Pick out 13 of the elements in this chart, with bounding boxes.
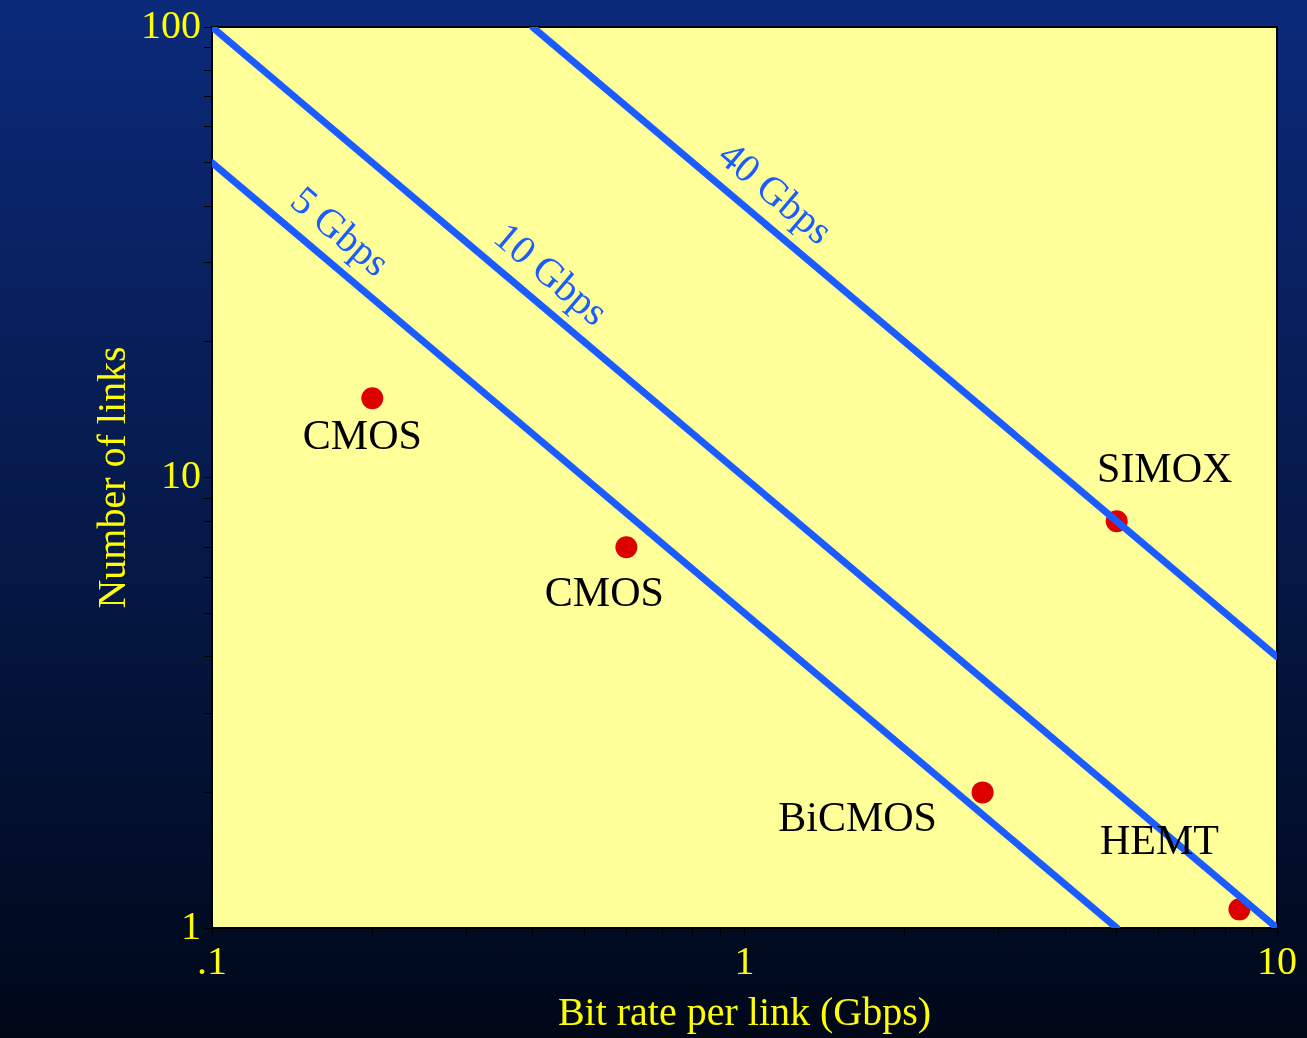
annotation: SIMOX [1097,445,1233,492]
x-tick-label: 10 [1257,937,1297,983]
text: 10 Gbps [485,213,618,335]
text: 5 Gbps [282,176,399,285]
x-tick-label: 1 [734,937,755,983]
y-axis-title: Number of links [88,346,134,609]
annotation: CMOS [544,569,664,616]
text: 40 Gbps [710,131,842,253]
annotation: BiCMOS [778,794,937,841]
annotation: CMOS [302,412,422,459]
x-axis-title: Bit rate per link (Gbps) [557,988,932,1034]
y-tick-label: 10 [161,452,201,497]
y-tick-label: 100 [141,1,201,47]
